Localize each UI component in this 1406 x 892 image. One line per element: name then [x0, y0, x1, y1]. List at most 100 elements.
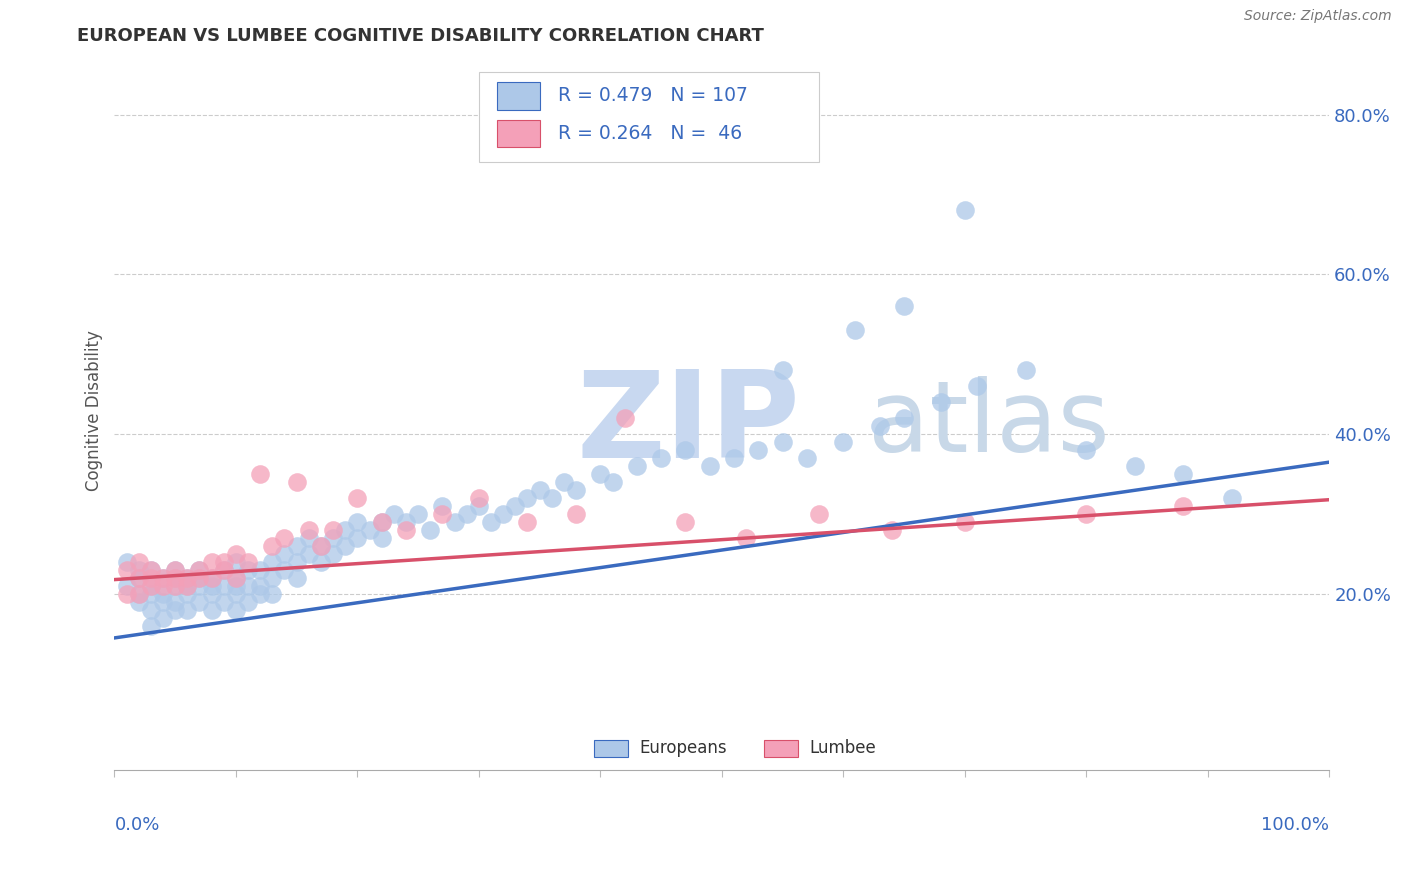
Point [165, 563, 187, 577]
Point [844, 323, 866, 337]
Point [335, 523, 357, 537]
Point [165, 579, 187, 593]
Point [589, 467, 612, 482]
Point [650, 451, 672, 466]
Point [419, 523, 441, 537]
Point [309, 539, 332, 553]
FancyBboxPatch shape [498, 120, 540, 147]
Point [893, 299, 915, 313]
Point [370, 515, 392, 529]
Point [346, 491, 368, 505]
Point [139, 579, 162, 593]
Point [626, 459, 648, 474]
Point [128, 571, 150, 585]
Point [128, 571, 150, 585]
Point [212, 555, 235, 569]
Point [262, 539, 284, 553]
Point [212, 563, 235, 577]
Point [1220, 491, 1243, 505]
Point [212, 579, 235, 593]
Point [188, 579, 211, 593]
Point [115, 587, 138, 601]
Point [673, 443, 696, 458]
Point [285, 475, 308, 489]
Point [200, 587, 222, 601]
Point [492, 507, 515, 521]
Point [298, 523, 321, 537]
Point [225, 555, 247, 569]
Point [479, 515, 502, 529]
Point [152, 595, 174, 609]
Point [869, 419, 891, 434]
Point [285, 571, 308, 585]
Point [529, 483, 551, 497]
Point [176, 571, 198, 585]
Point [139, 563, 162, 577]
Point [236, 563, 259, 577]
Point [602, 475, 624, 489]
Point [115, 555, 138, 569]
Point [200, 579, 222, 593]
Text: 100.0%: 100.0% [1261, 816, 1329, 835]
Point [772, 435, 794, 450]
Point [298, 547, 321, 561]
Point [115, 563, 138, 577]
Point [772, 363, 794, 377]
Point [200, 603, 222, 617]
Point [139, 603, 162, 617]
Point [1076, 443, 1098, 458]
Point [613, 411, 636, 425]
Point [188, 563, 211, 577]
Point [370, 515, 392, 529]
Point [212, 595, 235, 609]
FancyBboxPatch shape [765, 739, 799, 756]
Point [880, 523, 903, 537]
Point [1076, 507, 1098, 521]
Point [188, 571, 211, 585]
Point [262, 555, 284, 569]
Point [152, 611, 174, 625]
Point [1014, 363, 1036, 377]
Point [298, 531, 321, 545]
Point [1123, 459, 1146, 474]
Point [165, 603, 187, 617]
Point [165, 595, 187, 609]
Point [128, 587, 150, 601]
Point [382, 507, 405, 521]
Point [395, 523, 418, 537]
Point [152, 571, 174, 585]
Text: ZIP: ZIP [576, 366, 800, 483]
Point [165, 571, 187, 585]
Point [456, 507, 478, 521]
Point [432, 499, 454, 513]
Point [832, 435, 855, 450]
Point [322, 523, 344, 537]
Point [346, 515, 368, 529]
Point [1173, 499, 1195, 513]
Point [225, 547, 247, 561]
Text: Europeans: Europeans [640, 739, 727, 757]
Point [188, 563, 211, 577]
Point [139, 571, 162, 585]
Point [128, 555, 150, 569]
Point [1173, 467, 1195, 482]
Point [236, 555, 259, 569]
Point [808, 507, 831, 521]
Text: atlas: atlas [868, 376, 1109, 473]
Point [723, 451, 745, 466]
Point [893, 411, 915, 425]
Point [468, 499, 491, 513]
Point [505, 499, 527, 513]
Point [309, 555, 332, 569]
Point [128, 595, 150, 609]
Text: R = 0.264   N =  46: R = 0.264 N = 46 [558, 124, 742, 143]
Point [346, 531, 368, 545]
Point [953, 203, 976, 218]
Point [432, 507, 454, 521]
Point [262, 587, 284, 601]
Point [929, 395, 952, 409]
Point [200, 555, 222, 569]
Point [468, 491, 491, 505]
Point [236, 595, 259, 609]
Point [443, 515, 465, 529]
